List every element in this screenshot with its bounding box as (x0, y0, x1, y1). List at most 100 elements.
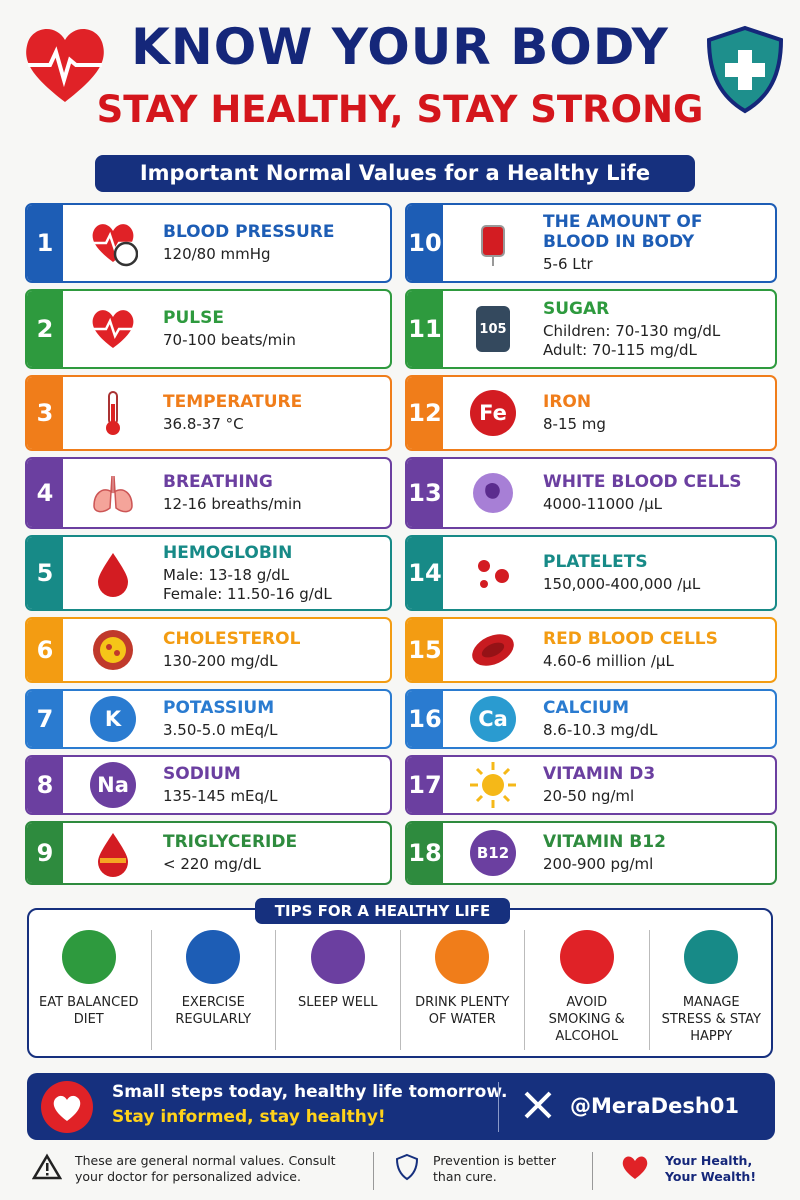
item-number: 16 (407, 691, 443, 747)
item-number: 10 (407, 205, 443, 281)
shield-icon (706, 25, 784, 114)
item-value: 4.60-6 million /µL (543, 652, 674, 670)
icon-graphic (473, 473, 513, 513)
tip-text: SLEEP WELL (298, 995, 378, 1010)
item-text: THE AMOUNT OF BLOOD IN BODY 5-6 Ltr (543, 212, 775, 274)
value-card: 18 B12 VITAMIN B12 200-900 pg/ml (405, 821, 777, 885)
item-value: 8-15 mg (543, 415, 606, 433)
handle: @MeraDesh01 (570, 1094, 740, 1118)
icon-label: Na (90, 762, 136, 808)
item-icon (63, 377, 163, 449)
heart-small (622, 1156, 648, 1179)
divider (373, 1152, 374, 1190)
item-values: 3.50-5.0 mEq/L (163, 721, 384, 740)
item-number: 6 (27, 619, 63, 681)
item-number: 7 (27, 691, 63, 747)
item-values: 150,000-400,000 /µL (543, 575, 769, 594)
tip: EAT BALANCED DIET (27, 930, 152, 1050)
value-card: 4 BREATHING 12-16 breaths/min (25, 457, 392, 529)
item-icon: Fe (443, 377, 543, 449)
item-values: Male: 13-18 g/dL Female: 11.50-16 g/dL (163, 566, 384, 604)
item-icon: B12 (443, 823, 543, 883)
item-text: WHITE BLOOD CELLS 4000-11000 /µL (543, 472, 775, 514)
item-value: 36.8-37 °C (163, 415, 244, 433)
item-text: HEMOGLOBIN Male: 13-18 g/dL Female: 11.50-… (163, 543, 390, 604)
tip: MANAGE STRESS & STAY HAPPY (650, 930, 774, 1050)
shield-small (395, 1153, 419, 1181)
tip-text: DRINK PLENTY OF WATER (415, 995, 510, 1027)
icon-label: B12 (470, 830, 516, 876)
value-card: 14 PLATELETS 150,000-400,000 /µL (405, 535, 777, 611)
icon-graphic (98, 833, 128, 877)
item-text: SUGAR Children: 70-130 mg/dL Adult: 70-115… (543, 299, 775, 360)
item-value: 4000-11000 /µL (543, 495, 663, 513)
item-number: 11 (407, 291, 443, 367)
item-title: IRON (543, 392, 592, 412)
item-values: 135-145 mEq/L (163, 787, 384, 806)
banner: Important Normal Values for a Healthy Li… (95, 155, 695, 192)
icon-label: Ca (470, 696, 516, 742)
item-value: Adult: 70-115 mg/dL (543, 340, 697, 359)
value-card: 5 HEMOGLOBIN Male: 13-18 g/dL Female: 11.50… (25, 535, 392, 611)
value-card: 17 VITAMIN D3 20-50 ng/ml (405, 755, 777, 815)
tip-icon (684, 930, 739, 984)
item-title: SODIUM (163, 764, 241, 784)
footer-line: Small steps today, healthy life tomorrow… (112, 1082, 508, 1102)
item-text: CALCIUM 8.6-10.3 mg/dL (543, 698, 775, 740)
item-value: 3.50-5.0 mEq/L (163, 721, 278, 739)
tip-icon (435, 930, 490, 984)
item-icon (443, 205, 543, 281)
footer-line: Stay informed, stay healthy! (112, 1107, 386, 1127)
icon-label: 105 (476, 306, 510, 352)
item-number: 17 (407, 757, 443, 813)
item-values: 20-50 ng/ml (543, 787, 769, 806)
item-number: 13 (407, 459, 443, 527)
item-number: 12 (407, 377, 443, 449)
value-card: 16 Ca CALCIUM 8.6-10.3 mg/dL (405, 689, 777, 749)
item-text: VITAMIN B12 200-900 pg/ml (543, 832, 775, 874)
item-text: POTASSIUM 3.50-5.0 mEq/L (163, 698, 390, 740)
item-icon: 105 (443, 291, 543, 367)
item-number: 2 (27, 291, 63, 367)
title: KNOW YOUR BODY (131, 18, 669, 76)
item-title: CHOLESTEROL (163, 629, 301, 649)
item-title: THE AMOUNT OF BLOOD IN BODY (543, 212, 703, 252)
footer-heart (41, 1081, 93, 1133)
item-values: 8.6-10.3 mg/dL (543, 721, 769, 740)
x-logo (524, 1091, 552, 1119)
item-values: < 220 mg/dL (163, 855, 384, 874)
tip: DRINK PLENTY OF WATER (401, 930, 525, 1050)
tip-text: EAT BALANCED DIET (39, 995, 139, 1027)
item-text: TEMPERATURE 36.8-37 °C (163, 392, 390, 434)
icon-graphic (93, 475, 133, 513)
item-title: SUGAR (543, 298, 610, 319)
tips-row: EAT BALANCED DIET EXERCISE REGULARLY SLEEP… (27, 930, 773, 1050)
icon-graphic (481, 225, 505, 266)
item-number: 9 (27, 823, 63, 883)
tip: AVOID SMOKING & ALCOHOL (525, 930, 650, 1050)
item-icon: Ca (443, 691, 543, 747)
item-value: Children: 70-130 mg/dL (543, 321, 721, 340)
item-icon (63, 291, 163, 367)
value-card: 1 BLOOD PRESSURE 120/80 mmHg (25, 203, 392, 283)
item-icon (63, 823, 163, 883)
tip-text: AVOID SMOKING & ALCOHOL (548, 995, 625, 1044)
item-value: 135-145 mEq/L (163, 787, 278, 805)
item-icon (443, 619, 543, 681)
item-title: PULSE (163, 308, 224, 328)
item-value: 12-16 breaths/min (163, 495, 302, 513)
item-values: 70-100 beats/min (163, 331, 384, 350)
warning-icon (32, 1153, 62, 1180)
item-number: 8 (27, 757, 63, 813)
item-value: 120/80 mmHg (163, 245, 271, 263)
item-value: 130-200 mg/dL (163, 652, 278, 670)
tips-title: TIPS FOR A HEALTHY LIFE (255, 898, 510, 924)
item-text: RED BLOOD CELLS 4.60-6 million /µL (543, 629, 775, 671)
item-value: Female: 11.50-16 g/dL (163, 584, 332, 603)
tip-icon (61, 930, 116, 984)
item-value: 70-100 beats/min (163, 331, 296, 349)
value-card: 8 Na SODIUM 135-145 mEq/L (25, 755, 392, 815)
item-title: CALCIUM (543, 698, 629, 718)
tip-icon (559, 930, 614, 984)
item-number: 14 (407, 537, 443, 609)
